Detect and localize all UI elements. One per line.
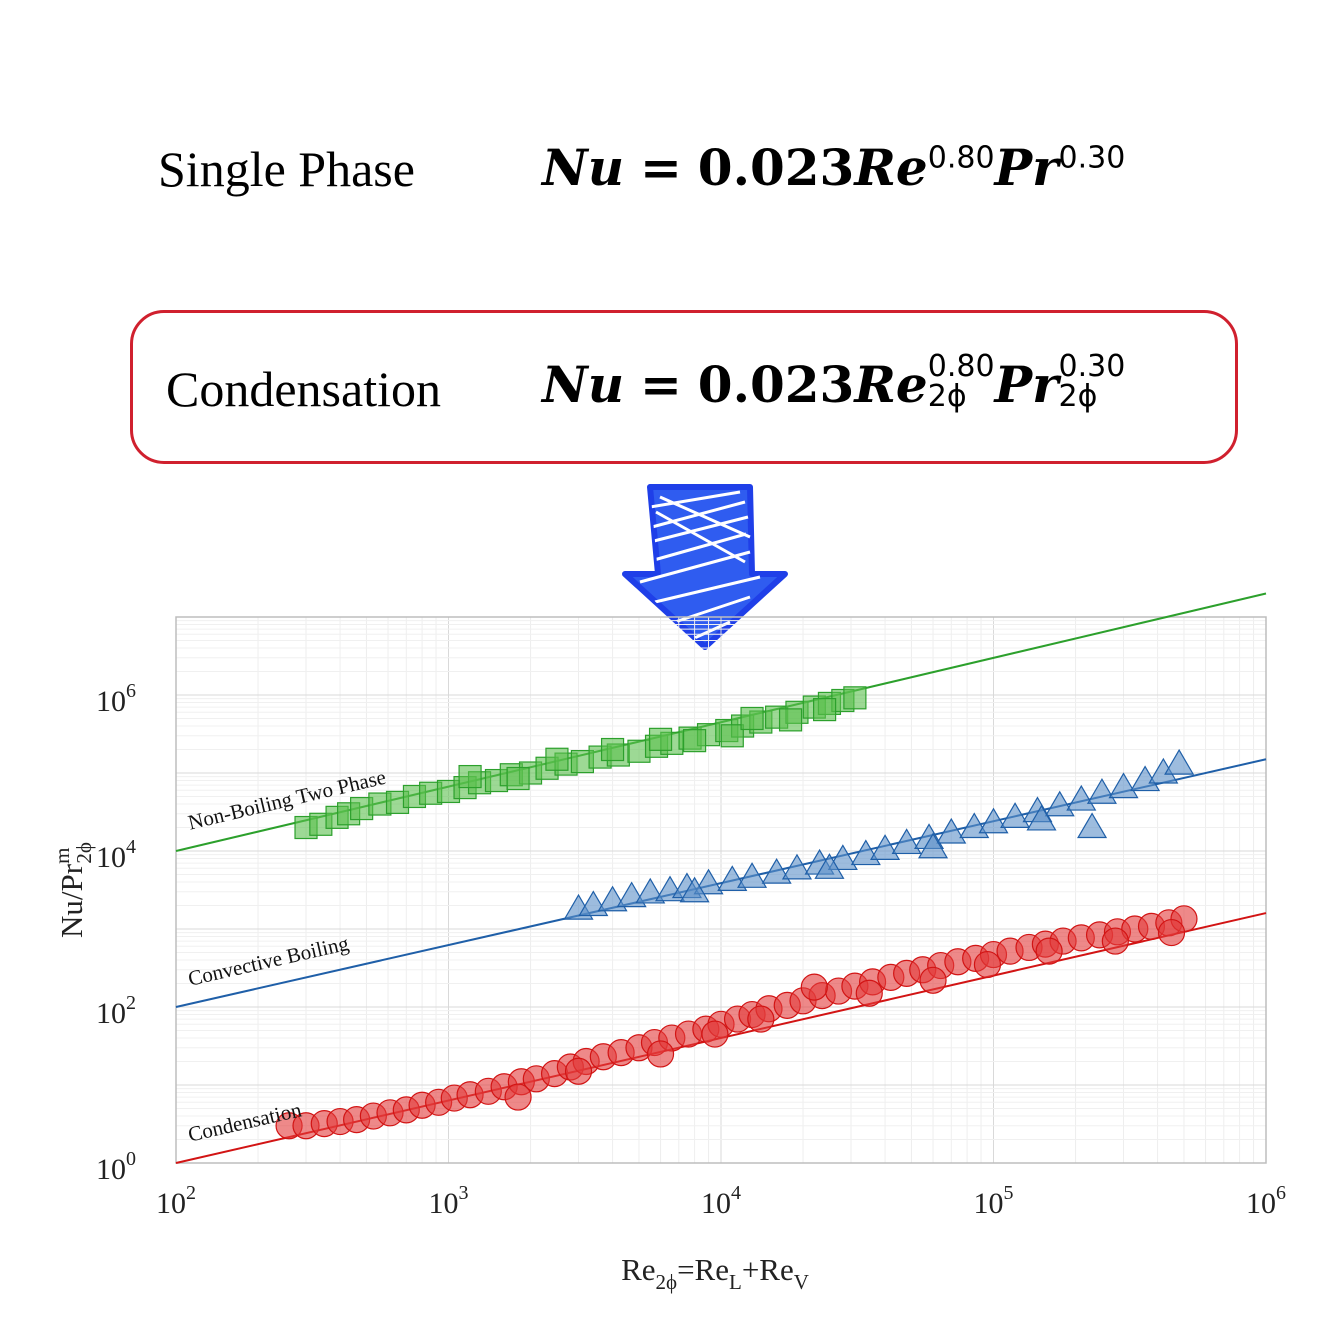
data-point-triangle [891, 828, 922, 855]
equals-sign: = [639, 355, 682, 414]
pr-symbol: Pr [994, 355, 1059, 414]
tick-labels: 102 103 104 105 106 100 102 104 106 [96, 680, 1286, 1220]
x-tick-label: 102 [156, 1182, 196, 1220]
pr-symbol: Pr [994, 138, 1059, 197]
data-point-circle [701, 1020, 729, 1048]
data-point-circle [1101, 927, 1129, 955]
down-arrow-icon [622, 484, 788, 650]
data-point-square [740, 706, 764, 731]
data-point-triangle [1077, 812, 1108, 839]
y-axis-label: Nu/Prm2ϕ [50, 842, 96, 938]
re-subscript: 2ϕ [927, 379, 967, 414]
data-point-square [545, 747, 569, 771]
data-point-square [648, 727, 673, 751]
y-tick-label: 102 [96, 992, 136, 1030]
data-point-triangle [936, 817, 967, 844]
data-point-triangle [1066, 784, 1097, 811]
data-point-square [720, 724, 744, 748]
data-point-square [813, 697, 837, 722]
x-axis-label: Re2ϕ=ReL+ReV [621, 1252, 809, 1294]
data-point-circle [646, 1040, 675, 1068]
data-point-triangle [827, 844, 858, 871]
y-tick-label: 104 [96, 836, 136, 874]
y-tick-label: 100 [96, 1148, 136, 1186]
series-annotation: Convective Boiling [186, 931, 352, 991]
x-tick-label: 106 [1246, 1182, 1286, 1220]
x-tick-label: 104 [701, 1182, 741, 1220]
condensation-highlight-box [130, 310, 1238, 464]
data-point-square [506, 766, 530, 791]
data-point-triangle [1044, 790, 1075, 817]
pr-subscript: 2ϕ [1058, 379, 1098, 414]
data-points [275, 686, 1198, 1140]
data-point-triangle [737, 862, 768, 888]
equals-sign: = [639, 138, 682, 197]
data-point-square [843, 686, 867, 710]
plot-area-frame [175, 616, 1267, 1164]
data-point-triangle [814, 853, 845, 879]
condensation-label: Condensation [166, 361, 441, 417]
data-point-square [682, 729, 707, 753]
data-point-circle [800, 973, 828, 1001]
pr-exponent: 0.30 [1058, 140, 1126, 176]
data-point-triangle [1000, 802, 1031, 828]
data-point-circle [1035, 937, 1063, 965]
re-exponent: 0.80 [927, 140, 995, 176]
x-tick-label: 103 [429, 1182, 469, 1220]
data-point-circle [919, 966, 947, 994]
data-point-triangle [1164, 748, 1195, 775]
data-point-square [778, 708, 803, 732]
condensation-equation: Nu = 0.023Re 0.80 2ϕ Pr 0.30 2ϕ [542, 349, 1126, 415]
single-phase-label: Single Phase [158, 141, 415, 197]
x-tick-label: 105 [974, 1182, 1014, 1220]
re-exponent: 0.80 [927, 349, 995, 384]
data-point-square [600, 737, 625, 762]
data-point-triangle [635, 877, 666, 904]
single-phase-equation: Nu = 0.023Re0.80Pr0.30 [542, 138, 1125, 197]
data-point-triangle [781, 853, 813, 880]
pr-exponent: 0.30 [1058, 349, 1126, 384]
data-point-circle [504, 1083, 532, 1111]
data-point-triangle [693, 868, 724, 895]
re-symbol: Re [854, 355, 928, 414]
data-point-circle [1157, 918, 1186, 947]
re-symbol: Re [854, 138, 928, 197]
data-point-circle [747, 1005, 775, 1033]
data-point-triangle [679, 876, 710, 903]
data-point-circle [973, 950, 1002, 979]
data-point-triangle [978, 807, 1009, 834]
data-point-circle [564, 1057, 593, 1085]
data-point-triangle [1086, 778, 1117, 804]
data-point-circle [855, 979, 883, 1007]
coefficient: 0.023 [697, 138, 855, 197]
coefficient: 0.023 [697, 355, 855, 414]
grid [175, 617, 1266, 1164]
nu-symbol: Nu [542, 355, 625, 414]
data-point-square [458, 764, 482, 789]
nu-symbol: Nu [542, 138, 625, 197]
data-point-triangle [918, 832, 949, 859]
y-tick-label: 106 [96, 680, 136, 718]
data-point-triangle [1026, 804, 1057, 831]
data-point-triangle [1108, 772, 1139, 799]
